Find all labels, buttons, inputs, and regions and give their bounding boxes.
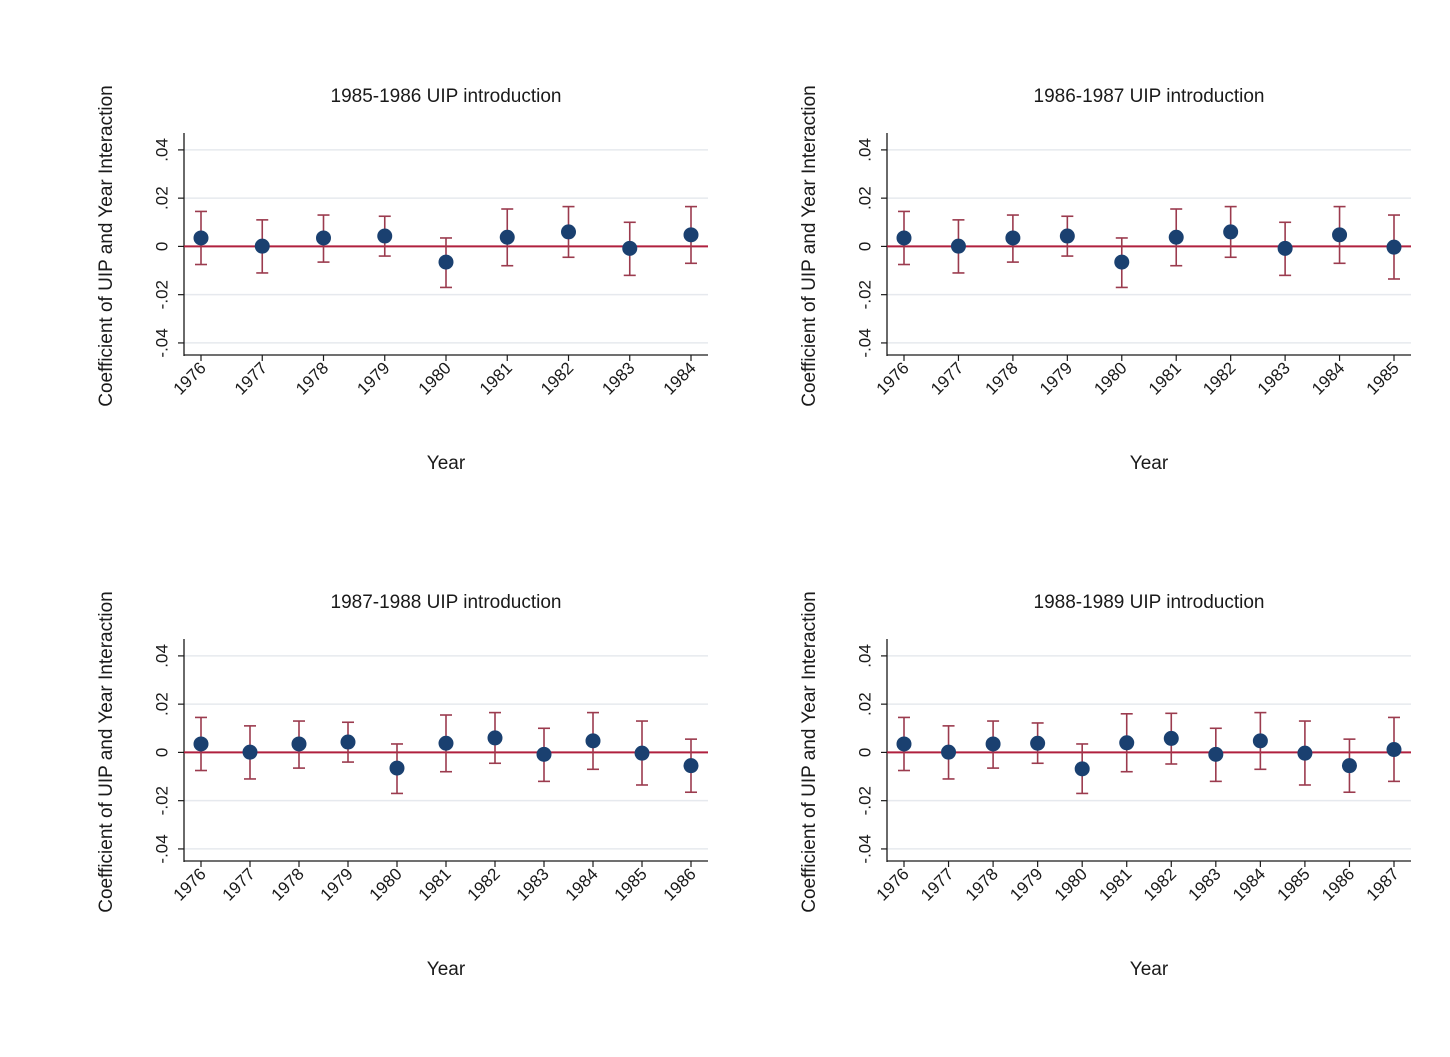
data-point-9 (585, 733, 601, 749)
data-point-6 (1119, 735, 1135, 751)
x-axis-label: Year (427, 959, 466, 980)
y-tick-label-5: .04 (153, 138, 172, 162)
data-point-1 (193, 736, 209, 752)
x-axis-label: Year (1130, 959, 1169, 980)
data-point-7 (561, 224, 576, 240)
data-point-11 (683, 758, 699, 774)
data-point-3 (316, 230, 331, 246)
x-axis-label: Year (427, 453, 466, 474)
data-point-8 (536, 746, 552, 762)
data-point-3 (985, 736, 1001, 752)
y-tick-label-2: -.02 (856, 280, 875, 309)
data-point-10 (1386, 239, 1402, 255)
data-point-10 (634, 745, 650, 761)
data-point-2 (941, 744, 957, 760)
y-tick-label-1: -.04 (153, 328, 172, 357)
y-tick-label-3: 0 (856, 242, 875, 251)
y-tick-label-5: .04 (856, 644, 875, 668)
y-tick-label-4: .02 (856, 186, 875, 210)
plot-area (887, 639, 1411, 861)
data-point-9 (1252, 733, 1268, 749)
data-point-2 (254, 238, 270, 254)
chart-title: 1988-1989 UIP introduction (1034, 592, 1265, 613)
data-point-5 (389, 760, 405, 776)
y-tick-label-1: -.04 (856, 328, 875, 357)
y-tick-label-3: 0 (856, 748, 875, 757)
y-tick-label-1: -.04 (856, 834, 875, 863)
y-tick-label-2: -.02 (856, 786, 875, 815)
data-point-4 (340, 734, 356, 750)
data-point-5 (1114, 254, 1130, 270)
data-point-9 (683, 227, 699, 243)
data-point-12 (1386, 742, 1402, 758)
y-tick-label-2: -.02 (153, 280, 172, 309)
y-tick-label-4: .02 (856, 692, 875, 716)
plot-area (887, 133, 1411, 355)
y-tick-label-5: .04 (153, 644, 172, 668)
y-tick-label-4: .02 (153, 186, 172, 210)
data-point-1 (896, 230, 912, 246)
y-axis-label: Coefficient of UIP and Year Interaction (96, 591, 117, 912)
y-tick-label-4: .02 (153, 692, 172, 716)
data-point-7 (1223, 224, 1239, 240)
y-axis-label: Coefficient of UIP and Year Interaction (799, 591, 820, 912)
data-point-2 (242, 744, 258, 760)
data-point-9 (1332, 227, 1348, 243)
data-point-3 (1005, 230, 1021, 246)
chart-title: 1986-1987 UIP introduction (1034, 86, 1265, 107)
data-point-8 (1208, 746, 1224, 762)
data-point-11 (1341, 758, 1357, 774)
data-point-6 (1168, 229, 1184, 245)
x-axis-label: Year (1130, 453, 1169, 474)
y-tick-label-3: 0 (153, 748, 172, 757)
y-tick-label-5: .04 (856, 138, 875, 162)
y-axis-label: Coefficient of UIP and Year Interaction (96, 85, 117, 406)
y-tick-label-3: 0 (153, 242, 172, 251)
data-point-6 (499, 229, 515, 245)
data-point-5 (1074, 761, 1090, 777)
y-tick-label-1: -.04 (153, 834, 172, 863)
data-point-1 (193, 230, 209, 246)
data-point-7 (1163, 730, 1179, 746)
data-point-4 (1030, 735, 1046, 751)
data-point-3 (291, 736, 307, 752)
data-point-6 (438, 735, 454, 751)
data-point-8 (622, 240, 638, 256)
data-point-7 (487, 730, 503, 746)
data-point-2 (950, 238, 966, 254)
data-point-4 (1059, 228, 1075, 244)
y-tick-label-2: -.02 (153, 786, 172, 815)
chart-title: 1987-1988 UIP introduction (331, 592, 562, 613)
data-point-4 (377, 228, 393, 244)
y-axis-label: Coefficient of UIP and Year Interaction (799, 85, 820, 406)
data-point-1 (896, 736, 912, 752)
data-point-10 (1297, 745, 1313, 761)
chart-title: 1985-1986 UIP introduction (331, 86, 562, 107)
data-point-8 (1277, 240, 1293, 256)
data-point-5 (438, 254, 454, 270)
